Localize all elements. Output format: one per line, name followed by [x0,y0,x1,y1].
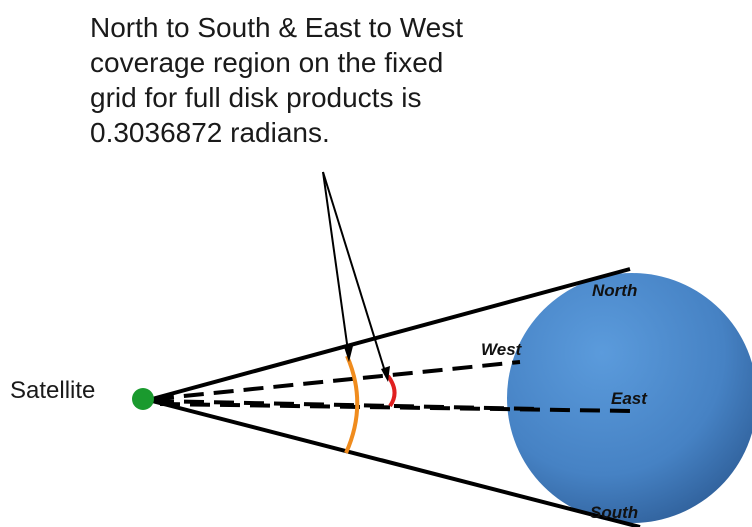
north-label: North [592,281,637,300]
caption-line-2: coverage region on the fixed [90,47,444,78]
caption-text: North to South & East to West coverage r… [90,10,610,150]
earth-disk [507,273,752,523]
south-edge-line [151,399,641,527]
center-dashed-line [159,402,633,413]
caption-line-3: grid for full disk products is [90,82,422,113]
east-label: East [611,389,648,408]
west-dashed-line [153,360,521,401]
satellite-dot [132,388,154,410]
pointer-line-to-ns-arc [322,171,350,359]
west-label: West [481,340,523,359]
pointer-arrowhead-ns [344,346,353,362]
north-south-arc [344,355,360,454]
north-edge-line [151,267,631,401]
satellite-label: Satellite [10,377,96,404]
south-label: South [590,503,638,522]
pointer-line-to-ew-arc [322,171,388,379]
east-west-arc [386,374,397,408]
caption-line-4: 0.3036872 radians. [90,117,330,148]
caption-line-1: North to South & East to West [90,12,463,43]
pointer-arrowhead-ew [381,366,390,382]
